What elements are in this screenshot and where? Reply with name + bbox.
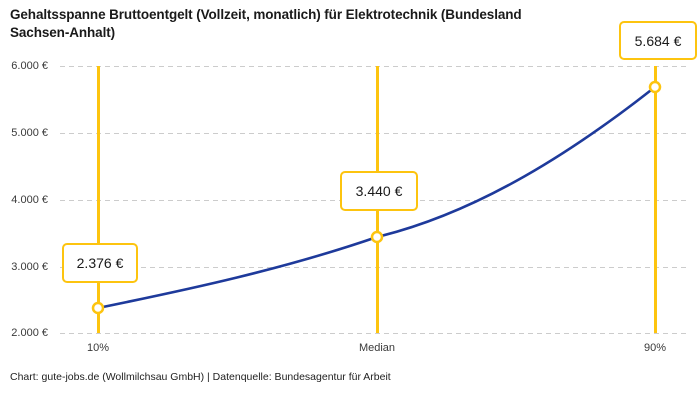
x-axis-label-90th: 90%	[643, 342, 667, 354]
value-label-90th-text: 5.684 €	[634, 32, 682, 49]
y-axis-label-5000: 5.000 €	[11, 127, 48, 139]
value-label-90th-percentile: 5.684 €	[619, 21, 697, 60]
gridline-6000	[60, 66, 690, 67]
value-label-10th-text: 2.376 €	[76, 255, 124, 271]
percentile-line-90	[653, 66, 657, 333]
value-label-median-text: 3.440 €	[355, 183, 403, 199]
chart-title-line-1: Gehaltsspanne Bruttoentgelt (Vollzeit, m…	[10, 7, 522, 22]
value-label-median: 3.440 €	[340, 171, 418, 211]
gridline-2000	[60, 333, 690, 334]
y-axis-label-2000: 2.000 €	[11, 327, 48, 339]
y-axis-label-3000: 3.000 €	[11, 261, 48, 273]
y-axis-label-4000: 4.000 €	[11, 194, 48, 206]
percentile-line-10	[96, 66, 100, 333]
chart-footer: Chart: gute-jobs.de (Wollmilchsau GmbH) …	[10, 371, 391, 383]
x-axis-label-10th: 10%	[86, 342, 110, 354]
y-axis-label-6000: 6.000 €	[11, 60, 48, 72]
chart-title: Gehaltsspanne Bruttoentgelt (Vollzeit, m…	[10, 6, 670, 42]
chart-title-line-2: Sachsen-Anhalt)	[10, 25, 116, 40]
value-label-10th-percentile: 2.376 €	[62, 243, 138, 283]
x-axis-label-median: Median	[358, 342, 396, 354]
